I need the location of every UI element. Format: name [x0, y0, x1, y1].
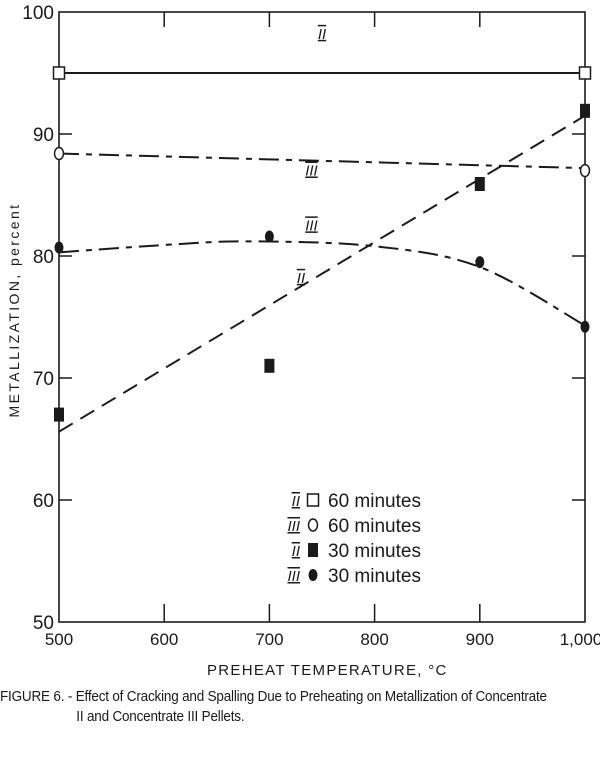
filled-circle-marker [475, 256, 485, 269]
x-axis-label: PREHEAT TEMPERATURE, °C [207, 662, 448, 679]
filled-square-marker [580, 103, 590, 118]
filled-square-marker [54, 407, 64, 422]
x-tick-label: 500 [45, 630, 73, 649]
legend-concentrate-label: II [292, 493, 300, 510]
caption-line-2: II and Concentrate III Pellets. [76, 709, 245, 725]
filled-square-marker [264, 358, 275, 373]
series-line [58, 240, 586, 327]
legend-item: II 60 minutes [292, 491, 421, 512]
curve-label: II [318, 26, 326, 43]
x-tick-label: 1,000 [560, 630, 600, 649]
curve-label: III [305, 162, 318, 179]
series-lines [58, 72, 586, 433]
legend-item: II 30 minutes [292, 541, 421, 562]
open-square-marker [578, 66, 592, 80]
x-tick-label: 700 [255, 630, 283, 649]
y-tick-label: 60 [33, 491, 54, 512]
x-tick-label: 600 [150, 630, 178, 649]
open-circle-marker [307, 518, 319, 532]
caption-line-1: FIGURE 6. - Effect of Cracking and Spall… [0, 689, 547, 705]
curve-label: III [305, 217, 318, 234]
legend-label: 30 minutes [328, 541, 421, 562]
series-line [58, 114, 586, 433]
plot-frame [58, 11, 586, 623]
open-square-marker [52, 66, 66, 80]
data-markers [52, 66, 592, 422]
filled-square-marker [308, 543, 318, 557]
open-circle-marker [53, 146, 65, 161]
series-line [58, 152, 586, 170]
legend-label: 60 minutes [328, 491, 421, 512]
filled-square-marker [474, 177, 485, 192]
filled-circle-marker [54, 241, 64, 254]
legend-concentrate-label: III [287, 568, 300, 585]
legend-concentrate-label: III [287, 518, 300, 535]
x-tick-label: 900 [466, 630, 494, 649]
y-tick-label: 70 [33, 369, 54, 390]
legend-item: III 60 minutes [287, 516, 420, 537]
legend-label: 60 minutes [328, 516, 421, 537]
filled-circle-marker [308, 569, 318, 581]
legend-item: III 30 minutes [287, 566, 420, 587]
y-tick-label: 80 [33, 247, 54, 268]
y-axis-label: METALLIZATION, percent [6, 202, 22, 418]
figure-caption: FIGURE 6. - Effect of Cracking and Spall… [0, 687, 558, 727]
open-circle-marker [579, 163, 591, 178]
plot-axes: 50 60 70 80 90 100 500 600 700 800 900 1,000 [22, 3, 600, 649]
x-tick-label: 800 [360, 630, 388, 649]
open-square-marker [306, 493, 320, 507]
filled-circle-marker [580, 320, 590, 333]
y-tick-label: 100 [22, 3, 54, 24]
filled-circle-marker [264, 230, 274, 243]
legend-label: 30 minutes [328, 566, 421, 587]
legend-concentrate-label: II [292, 543, 300, 560]
y-tick-label: 50 [33, 613, 54, 634]
y-tick-label: 90 [33, 125, 54, 146]
curve-label: II [297, 270, 305, 287]
